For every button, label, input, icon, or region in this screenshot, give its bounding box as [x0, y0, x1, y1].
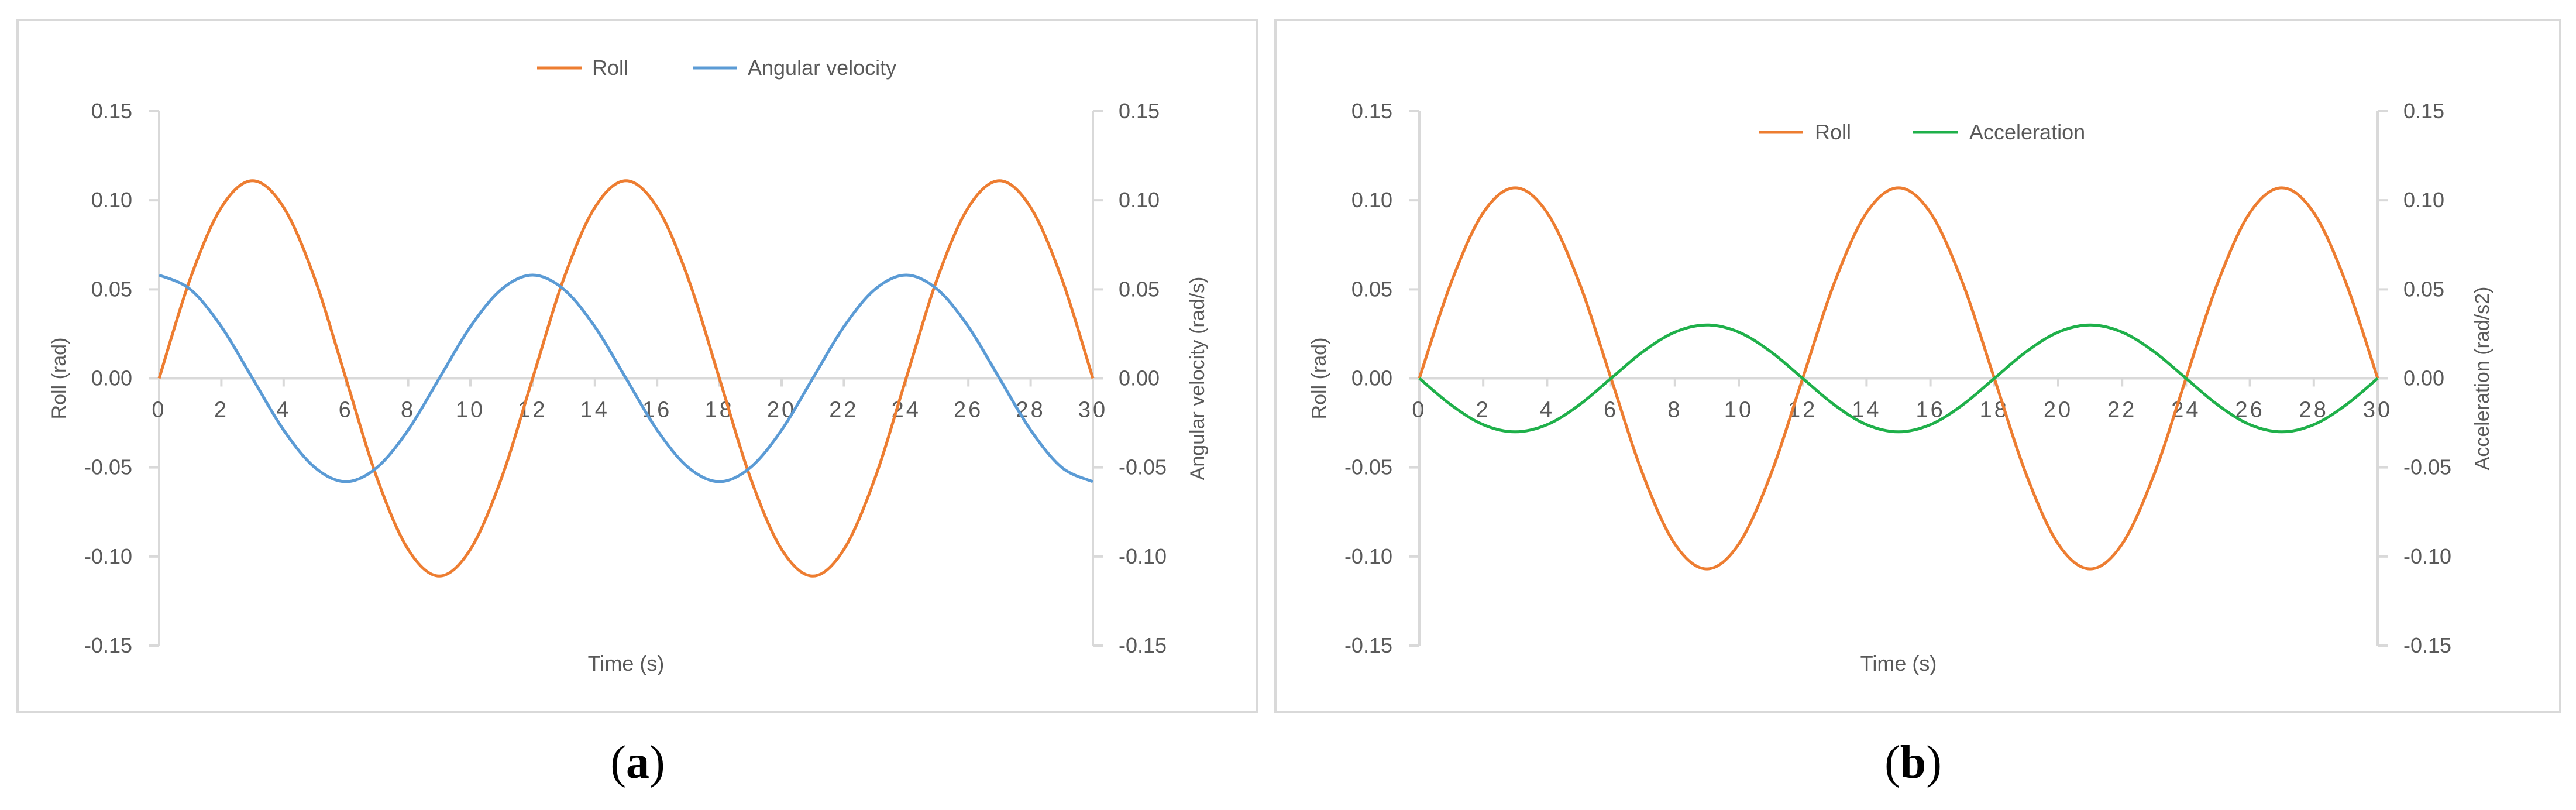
chart-a-x-tick-label: 10: [456, 398, 485, 423]
chart-b-y-tick-label-left: -0.05: [1344, 455, 1392, 479]
chart-a-y-tick-label-left: 0.15: [91, 99, 132, 123]
chart-b-y-tick-label-right: -0.15: [2403, 633, 2451, 657]
chart-b-y-tick-label-left: 0.10: [1351, 188, 1392, 212]
chart-b-y-axis-title-left: Roll (rad): [1308, 338, 1330, 420]
chart-a-y-axis-title-right: Angular velocity (rad/s): [1186, 277, 1209, 480]
chart-b-y-tick-label-right: 0.10: [2403, 188, 2444, 212]
chart-a-y-tick-label-left: 0.10: [91, 188, 132, 212]
chart-b-legend-label-roll: Roll: [1815, 120, 1851, 144]
chart-b-y-axis-title-right: Acceleration (rad/s2): [2471, 287, 2494, 471]
chart-a-y-tick-label-right: -0.05: [1119, 455, 1167, 479]
chart-a-x-tick-label: 4: [276, 398, 291, 423]
chart-a-series-angular-velocity: [158, 273, 1094, 483]
chart-a-legend-label-angular-velocity: Angular velocity: [748, 56, 896, 80]
chart-a-x-tick-label: 6: [339, 398, 353, 423]
chart-b-x-tick-label: 6: [1604, 398, 1618, 423]
chart-b-x-tick-label: 16: [1915, 398, 1945, 423]
chart-b-y-tick-label-left: -0.10: [1344, 544, 1392, 568]
chart-b-y-tick-label-left: 0.00: [1351, 366, 1392, 390]
chart-a-x-tick-label: 26: [954, 398, 983, 423]
chart-b-x-tick-label: 22: [2107, 398, 2137, 423]
chart-a-y-tick-label-right: 0.10: [1119, 188, 1160, 212]
chart-a-legend-label-roll: Roll: [592, 56, 628, 80]
chart-a-x-tick-label: 0: [152, 398, 166, 423]
chart-b-y-tick-label-right: 0.15: [2403, 99, 2444, 123]
chart-panel-a: [16, 19, 1258, 713]
chart-b-y-tick-label-right: -0.05: [2403, 455, 2451, 479]
chart-a-x-tick-label: 2: [214, 398, 229, 423]
chart-b-x-tick-label: 30: [2363, 398, 2392, 423]
chart-b-x-tick-label: 20: [2044, 398, 2073, 423]
chart-b-series-acceleration: [1418, 323, 2379, 434]
chart-a-x-tick-label: 16: [642, 398, 672, 423]
chart-panel-b: [1274, 19, 2561, 713]
chart-b-x-axis-title: Time (s): [1860, 651, 1937, 675]
chart-b-y-tick-label-right: 0.00: [2403, 366, 2444, 390]
chart-a-y-axis-title-left: Roll (rad): [48, 338, 70, 420]
chart-b-y-tick-label-left: 0.15: [1351, 99, 1392, 123]
chart-a-x-tick-label: 8: [401, 398, 415, 423]
chart-a-y-tick-label-right: -0.10: [1119, 544, 1167, 568]
chart-b-x-tick-label: 10: [1724, 398, 1753, 423]
chart-b-series-roll: [1418, 186, 2379, 571]
chart-b-y-tick-label-left: 0.05: [1351, 277, 1392, 301]
caption-a-open: (: [610, 737, 626, 788]
chart-a-x-axis-title: Time (s): [588, 651, 665, 675]
chart-a-y-tick-label-right: 0.00: [1119, 366, 1160, 390]
chart-a-y-tick-label-right: 0.15: [1119, 99, 1160, 123]
caption-a: (a): [550, 736, 725, 790]
chart-a-y-tick-label-right: -0.15: [1119, 633, 1167, 657]
chart-a-x-tick-label: 22: [829, 398, 858, 423]
chart-b-x-tick-label: 8: [1667, 398, 1682, 423]
caption-a-letter: a: [626, 737, 649, 788]
caption-b-letter: b: [1900, 737, 1927, 788]
chart-b-x-tick-label: 4: [1540, 398, 1554, 423]
chart-a-y-tick-label-left: -0.10: [84, 544, 132, 568]
chart-a-x-tick-label: 14: [580, 398, 610, 423]
chart-a-x-tick-label: 30: [1078, 398, 1108, 423]
caption-a-close: ): [649, 737, 665, 788]
chart-a-y-tick-label-left: 0.00: [91, 366, 132, 390]
chart-b-y-tick-label-left: -0.15: [1344, 633, 1392, 657]
chart-a-y-tick-label-left: -0.15: [84, 633, 132, 657]
chart-b-x-tick-label: 28: [2299, 398, 2329, 423]
caption-b-open: (: [1884, 737, 1900, 788]
caption-b: (b): [1825, 736, 2001, 790]
caption-b-close: ): [1926, 737, 1942, 788]
chart-a-y-tick-label-left: 0.05: [91, 277, 132, 301]
chart-b-y-tick-label-right: 0.05: [2403, 277, 2444, 301]
chart-a-x-tick-label: 28: [1016, 398, 1045, 423]
chart-b-x-tick-label: 0: [1412, 398, 1426, 423]
chart-a-y-tick-label-right: 0.05: [1119, 277, 1160, 301]
chart-b-x-tick-label: 2: [1476, 398, 1491, 423]
chart-b-y-tick-label-right: -0.10: [2403, 544, 2451, 568]
chart-b-legend-label-acceleration: Acceleration: [1969, 120, 2085, 144]
chart-a-y-tick-label-left: -0.05: [84, 455, 132, 479]
chart-a-x-tick-label: 20: [767, 398, 796, 423]
